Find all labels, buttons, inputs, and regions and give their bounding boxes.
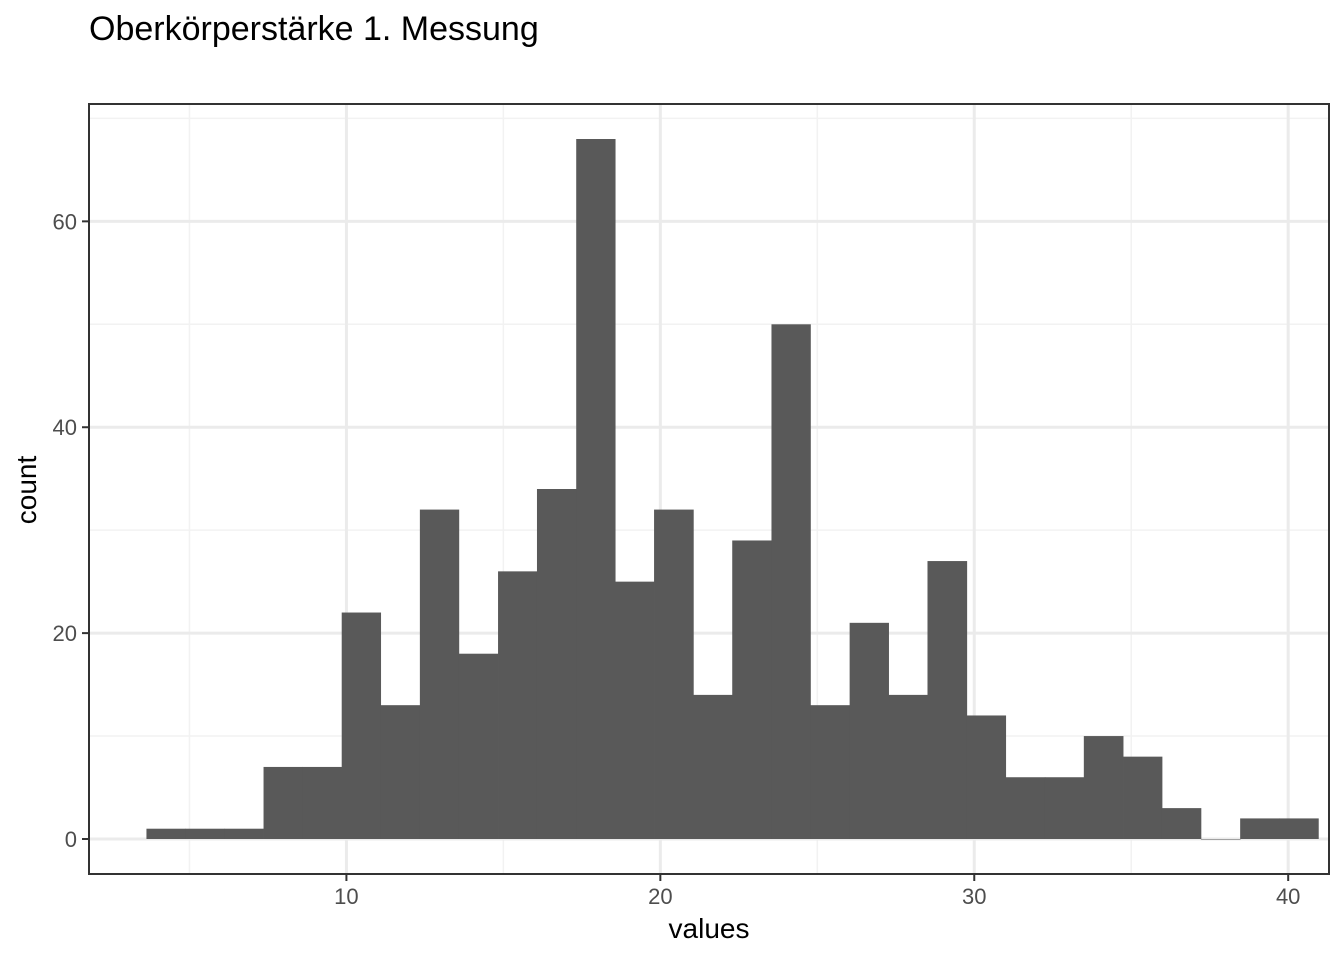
y-tick-label: 60 — [53, 209, 77, 234]
x-tick-label: 30 — [962, 884, 986, 909]
histogram-bar — [1005, 777, 1046, 839]
histogram-bar — [693, 694, 733, 839]
histogram-bar — [654, 509, 694, 839]
y-tick-label: 40 — [53, 415, 77, 440]
histogram-bar — [302, 766, 343, 839]
x-tick-label: 40 — [1276, 884, 1300, 909]
x-tick-label: 20 — [648, 884, 672, 909]
histogram-bars — [146, 139, 1319, 840]
histogram-bar — [498, 571, 538, 839]
histogram-bar — [849, 622, 889, 839]
histogram-bar — [615, 581, 655, 839]
histogram-bar — [1279, 818, 1319, 839]
histogram-bar — [419, 509, 460, 839]
histogram-bar — [458, 653, 499, 839]
histogram-bar — [1240, 818, 1280, 839]
histogram-bar — [576, 139, 616, 839]
histogram-bar — [1044, 777, 1085, 839]
histogram-bar — [1200, 839, 1241, 840]
histogram-bar — [536, 489, 577, 839]
x-axis-title: values — [669, 913, 750, 944]
x-tick-label: 10 — [334, 884, 358, 909]
y-axis: 0 20 40 60 — [53, 209, 89, 852]
histogram-bar — [1123, 756, 1163, 839]
histogram-bar — [224, 828, 264, 839]
y-tick-label: 20 — [53, 621, 77, 646]
histogram-bar — [771, 324, 811, 839]
histogram-bar — [380, 705, 421, 839]
histogram-bar — [263, 766, 303, 839]
chart-title: Oberkörperstärke 1. Messung — [89, 10, 539, 48]
panel-border — [88, 103, 1330, 875]
histogram-bar — [810, 705, 851, 839]
histogram-bar — [341, 612, 382, 839]
y-axis-title: count — [11, 456, 42, 525]
histogram-bar — [1161, 808, 1202, 839]
x-axis: 10 20 30 40 — [334, 874, 1300, 909]
histogram-bar — [888, 694, 928, 839]
histogram-bar — [1083, 736, 1124, 839]
histogram-bar — [927, 561, 968, 839]
histogram-bar — [185, 828, 226, 839]
y-tick-label: 0 — [65, 827, 77, 852]
histogram-bar — [146, 828, 186, 839]
histogram-bar — [732, 540, 772, 839]
histogram-bar — [966, 715, 1007, 839]
